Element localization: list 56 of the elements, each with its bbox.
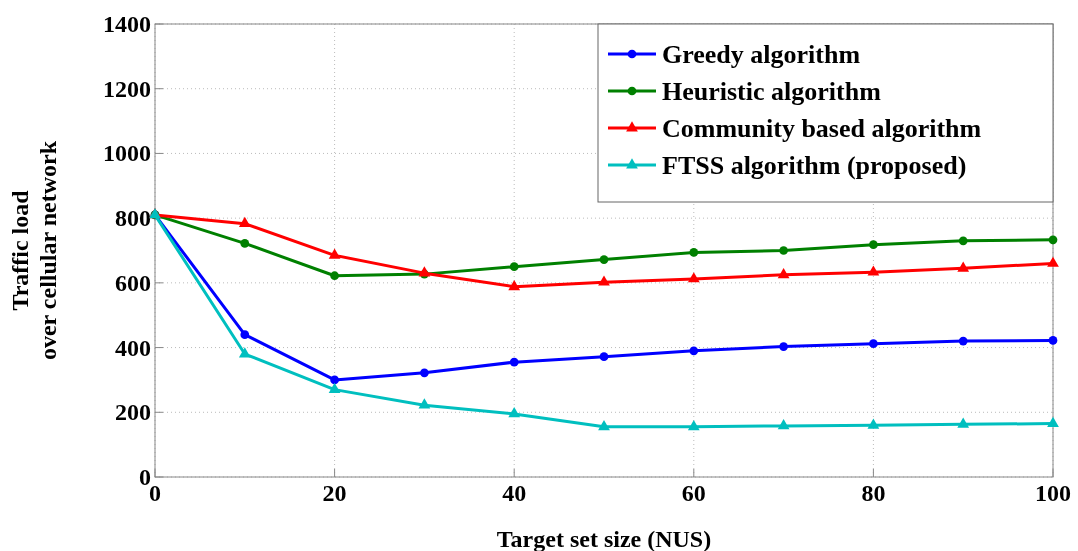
- point: [598, 275, 610, 286]
- point: [1048, 336, 1058, 345]
- point: [238, 216, 251, 228]
- x-tick-label: 40: [502, 480, 527, 506]
- y-tick-label: 1400: [103, 11, 151, 37]
- legend-label: Greedy algorithm: [662, 40, 861, 69]
- point: [958, 236, 968, 246]
- point: [1047, 416, 1059, 428]
- y-tick-label: 1000: [103, 140, 151, 167]
- point: [777, 267, 790, 279]
- point: [508, 279, 521, 291]
- x-tick-label: 60: [681, 480, 706, 506]
- point: [867, 265, 880, 276]
- point: [957, 261, 970, 272]
- point: [420, 368, 429, 378]
- point: [689, 346, 699, 356]
- y-tick-label: 600: [115, 269, 151, 296]
- point: [509, 262, 519, 272]
- y-tick-label: 800: [115, 205, 151, 232]
- point: [1048, 235, 1058, 245]
- point: [869, 339, 878, 349]
- point: [240, 330, 250, 339]
- point: [779, 342, 788, 351]
- point: [508, 407, 521, 418]
- legend-label: FTSS algorithm (proposed): [662, 151, 967, 180]
- y-tick-label: 400: [115, 334, 151, 361]
- point: [867, 418, 880, 429]
- point: [869, 240, 878, 250]
- point: [687, 272, 700, 283]
- point: [958, 336, 968, 346]
- point: [328, 248, 341, 259]
- point: [957, 417, 970, 428]
- x-tick-label: 80: [861, 480, 886, 506]
- x-tick-label: 100: [1035, 480, 1071, 506]
- y-tick-label: 200: [115, 399, 151, 426]
- point: [689, 248, 699, 257]
- point: [687, 420, 700, 431]
- point: [779, 246, 788, 255]
- point: [599, 352, 609, 361]
- point: [777, 419, 790, 430]
- point: [599, 255, 609, 264]
- y-axis-title: Traffic load over cellular network: [7, 140, 61, 361]
- point: [509, 357, 519, 367]
- point: [1047, 256, 1059, 267]
- y-tick-label: 0: [139, 464, 151, 490]
- legend-label: Heuristic algorithm: [662, 77, 882, 106]
- point: [330, 375, 339, 385]
- point: [330, 271, 339, 281]
- point: [328, 382, 341, 394]
- y-tick-label: 1200: [103, 75, 151, 102]
- point: [418, 398, 431, 409]
- point: [240, 239, 250, 248]
- point: [238, 347, 251, 358]
- point: [598, 420, 610, 431]
- x-tick-label: 20: [322, 480, 347, 506]
- legend-label: Community based algorithm: [662, 114, 982, 143]
